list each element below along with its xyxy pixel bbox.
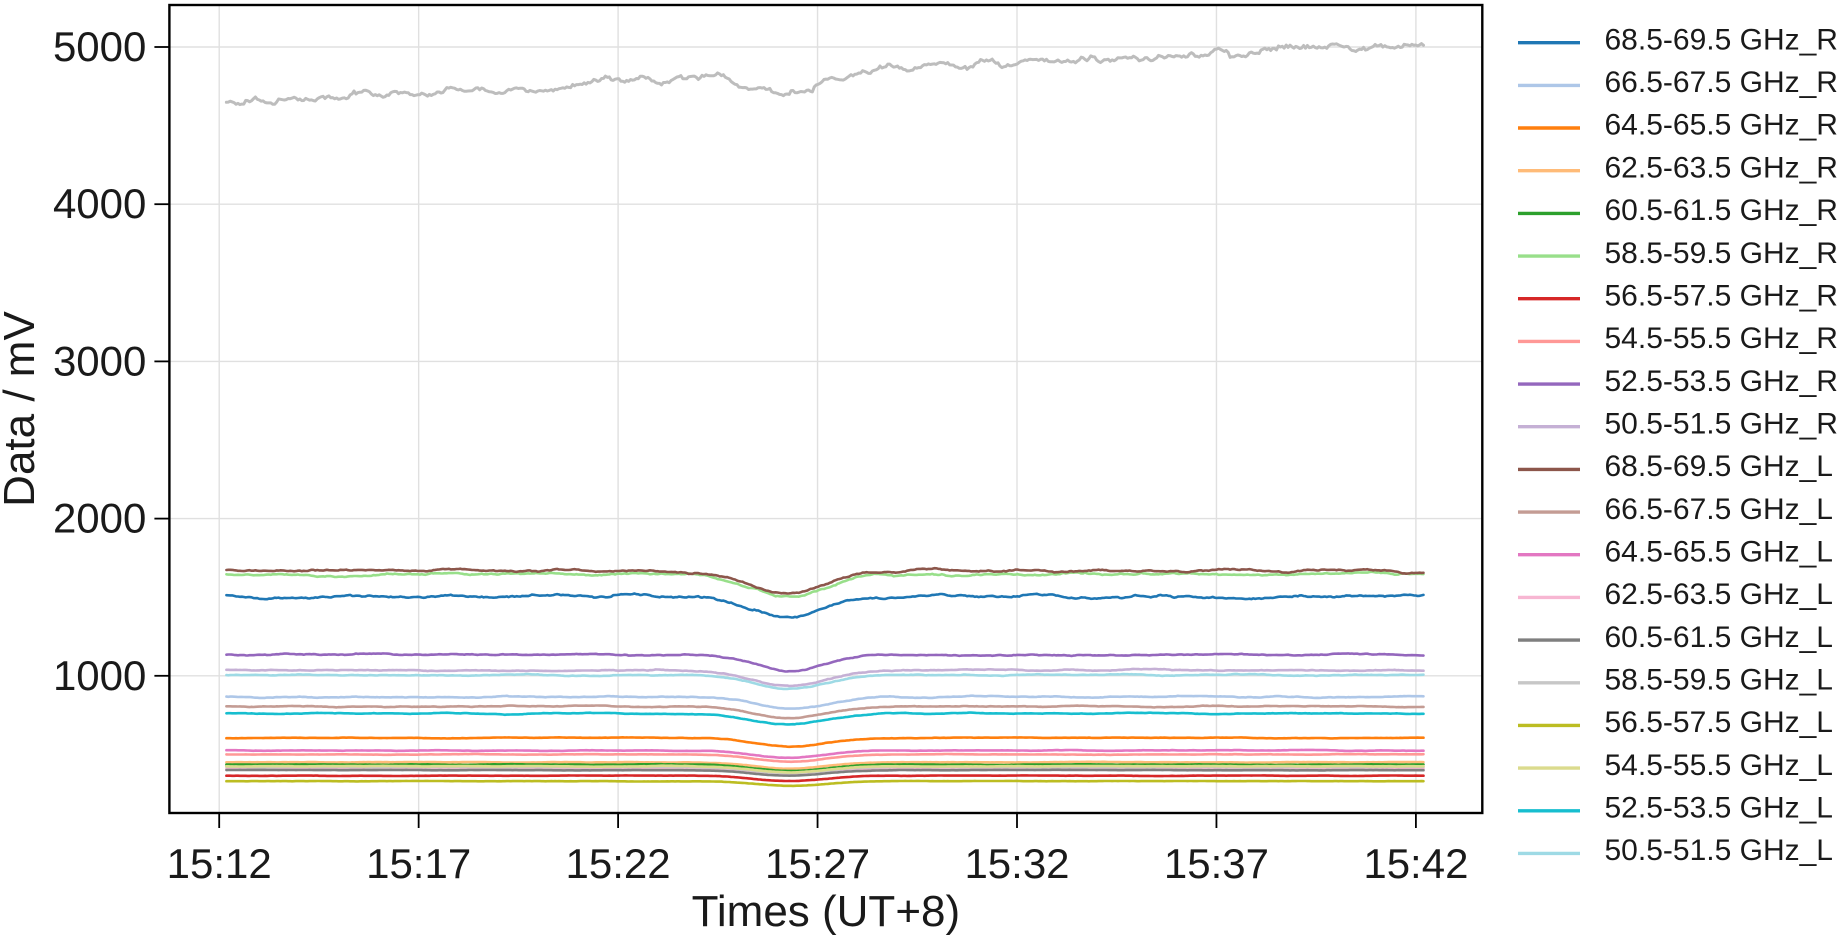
svg-text:15:37: 15:37 [1164,840,1269,887]
svg-text:15:42: 15:42 [1363,840,1468,887]
svg-text:68.5-69.5 GHz_L: 68.5-69.5 GHz_L [1605,450,1833,483]
svg-text:60.5-61.5 GHz_L: 60.5-61.5 GHz_L [1605,621,1833,654]
svg-text:52.5-53.5 GHz_R: 52.5-53.5 GHz_R [1605,365,1838,398]
svg-text:15:22: 15:22 [566,840,671,887]
svg-text:56.5-57.5 GHz_R: 56.5-57.5 GHz_R [1605,279,1838,312]
svg-text:4000: 4000 [53,180,146,227]
svg-text:56.5-57.5 GHz_L: 56.5-57.5 GHz_L [1605,706,1833,739]
svg-text:15:12: 15:12 [167,840,272,887]
svg-text:15:32: 15:32 [964,840,1069,887]
svg-text:52.5-53.5 GHz_L: 52.5-53.5 GHz_L [1605,792,1833,825]
svg-text:66.5-67.5 GHz_L: 66.5-67.5 GHz_L [1605,493,1833,526]
svg-text:60.5-61.5 GHz_R: 60.5-61.5 GHz_R [1605,194,1838,227]
svg-text:58.5-59.5 GHz_R: 58.5-59.5 GHz_R [1605,237,1838,270]
svg-text:58.5-59.5 GHz_L: 58.5-59.5 GHz_L [1605,664,1833,697]
svg-text:68.5-69.5 GHz_R: 68.5-69.5 GHz_R [1605,23,1838,56]
svg-text:62.5-63.5 GHz_R: 62.5-63.5 GHz_R [1605,151,1838,184]
svg-text:2000: 2000 [53,495,146,542]
svg-text:54.5-55.5 GHz_R: 54.5-55.5 GHz_R [1605,322,1838,355]
svg-text:Data / mV: Data / mV [0,311,44,507]
svg-text:54.5-55.5 GHz_L: 54.5-55.5 GHz_L [1605,749,1833,782]
svg-text:15:17: 15:17 [366,840,471,887]
svg-text:1000: 1000 [53,652,146,699]
svg-text:50.5-51.5 GHz_R: 50.5-51.5 GHz_R [1605,407,1838,440]
svg-text:3000: 3000 [53,337,146,384]
svg-text:64.5-65.5 GHz_L: 64.5-65.5 GHz_L [1605,535,1833,568]
svg-text:15:27: 15:27 [765,840,870,887]
svg-text:50.5-51.5 GHz_L: 50.5-51.5 GHz_L [1605,834,1833,867]
svg-text:5000: 5000 [53,23,146,70]
svg-text:66.5-67.5 GHz_R: 66.5-67.5 GHz_R [1605,66,1838,99]
svg-text:Times (UT+8): Times (UT+8) [692,887,961,936]
svg-text:64.5-65.5 GHz_R: 64.5-65.5 GHz_R [1605,109,1838,142]
svg-text:62.5-63.5 GHz_L: 62.5-63.5 GHz_L [1605,578,1833,611]
